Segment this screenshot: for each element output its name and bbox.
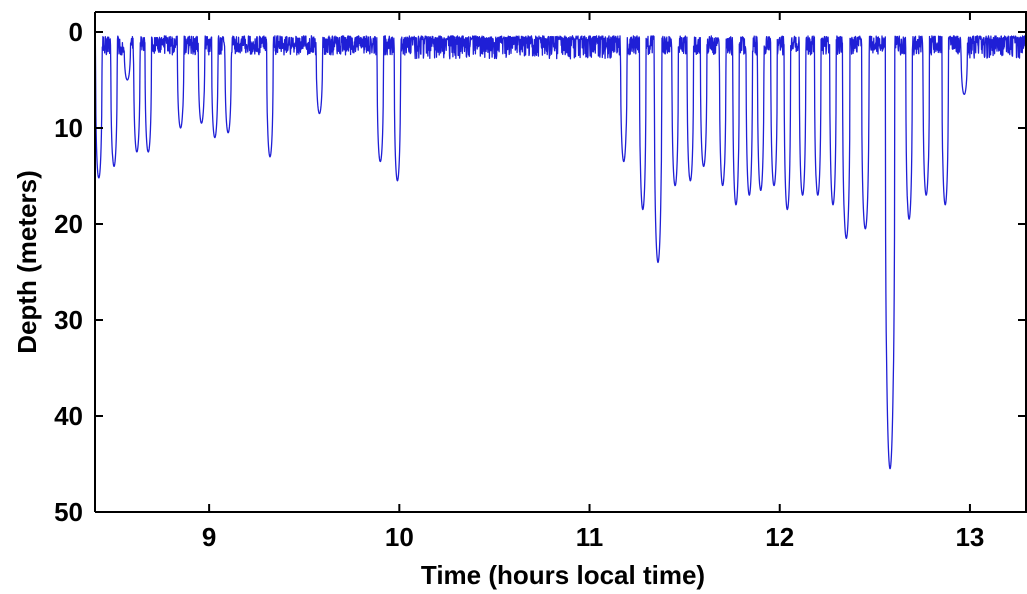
y-tick-label: 0 xyxy=(69,17,83,47)
depth-line xyxy=(94,35,1027,470)
y-axis-title: Depth (meters) xyxy=(12,170,42,353)
x-tick-label: 9 xyxy=(202,522,216,552)
y-tick-label: 40 xyxy=(54,401,83,431)
x-tick-label: 12 xyxy=(765,522,794,552)
y-tick-label: 20 xyxy=(54,209,83,239)
y-tick-label: 50 xyxy=(54,497,83,527)
depth-series xyxy=(94,35,1027,470)
axes xyxy=(94,11,1027,513)
plot-area xyxy=(95,12,1027,512)
x-tick-label: 13 xyxy=(955,522,984,552)
y-tick-label: 30 xyxy=(54,305,83,335)
x-tick-label: 10 xyxy=(385,522,414,552)
x-tick-label: 11 xyxy=(576,522,604,552)
y-tick-label: 10 xyxy=(54,113,83,143)
tick-labels: 0 10 20 30 40 50 9 10 11 12 13 xyxy=(54,17,984,552)
x-axis-title: Time (hours local time) xyxy=(421,560,705,590)
